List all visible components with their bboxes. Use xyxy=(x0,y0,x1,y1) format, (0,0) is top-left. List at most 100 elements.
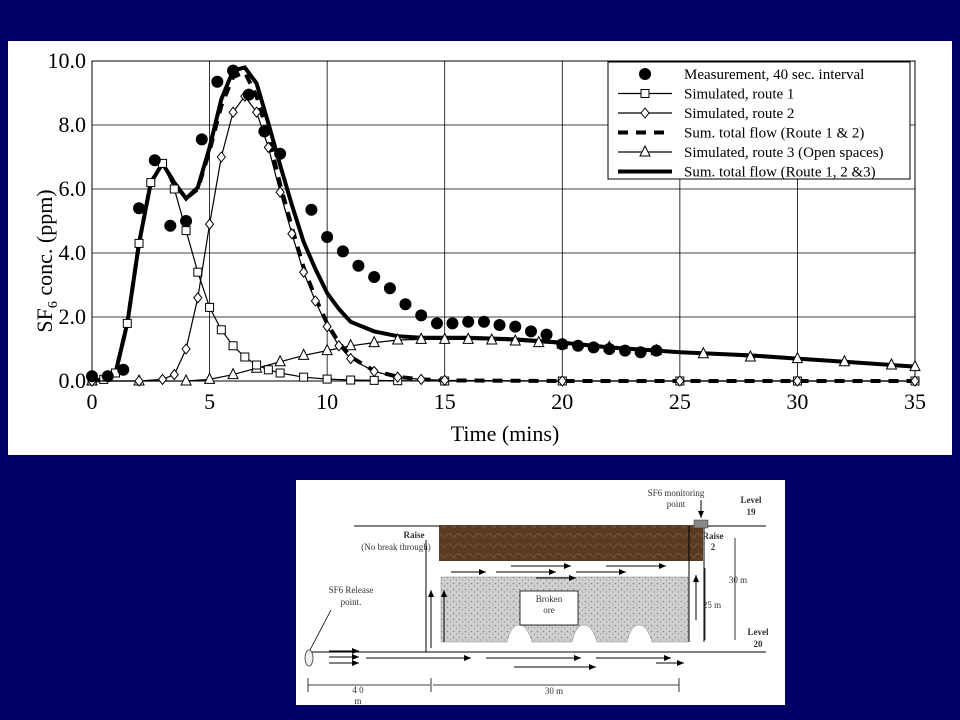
release-point-label-line2: point. xyxy=(341,597,362,607)
x-tick-label: 20 xyxy=(551,389,573,414)
measurement-point xyxy=(446,317,459,330)
route-2-point xyxy=(134,375,144,387)
measurement-point xyxy=(462,315,475,328)
measurement-point xyxy=(430,317,443,330)
route-1-point xyxy=(169,184,179,194)
route-2-point xyxy=(346,352,356,365)
legend-label: Sum. total flow (Route 1, 2 &3) xyxy=(684,165,876,181)
measurement-point xyxy=(477,315,490,328)
legend-item: Simulated, route 2 xyxy=(618,106,794,122)
route-2-point xyxy=(263,141,273,154)
route-2-point xyxy=(416,373,426,386)
route-3-point xyxy=(462,332,475,344)
route-2-point xyxy=(251,106,262,119)
dim-25m-label: 25 m xyxy=(703,600,721,610)
x-tick-label: 15 xyxy=(434,389,456,414)
y-tick-label: 10.0 xyxy=(48,48,87,73)
legend-label: Measurement, 40 sec. interval xyxy=(684,67,864,83)
route-3-point xyxy=(485,332,498,345)
measurement-point xyxy=(368,271,381,283)
measurement-point xyxy=(133,202,146,215)
measurement-point xyxy=(86,370,98,383)
route-2-point xyxy=(181,343,191,355)
route-2-point xyxy=(322,320,332,333)
measurement-point xyxy=(399,298,412,311)
broken-ore-label-line1: Broken xyxy=(536,594,563,604)
route-2-point xyxy=(228,106,238,119)
level-19-label-line1: Level xyxy=(741,495,762,505)
release-point-marker xyxy=(304,649,314,667)
route-3-point xyxy=(438,332,451,344)
route-2-point xyxy=(310,295,321,307)
route-2-point xyxy=(204,218,215,231)
monitoring-point-label-line2: point xyxy=(667,499,686,509)
route-1-point xyxy=(263,365,273,375)
broken-ore-label-line2: ore xyxy=(543,605,555,615)
measurement-point xyxy=(164,219,177,232)
route-3-point xyxy=(639,144,651,157)
measurement-point xyxy=(195,133,208,146)
legend-label: Simulated, route 1 xyxy=(684,87,794,103)
legend-item: Simulated, route 1 xyxy=(618,87,794,103)
raise-1-label-line1: Raise xyxy=(404,530,425,540)
measurement-point xyxy=(509,320,522,333)
route-1-point xyxy=(346,375,356,385)
route-2-point xyxy=(440,374,450,387)
route-3-point xyxy=(203,372,216,384)
x-tick-label: 0 xyxy=(87,389,98,414)
y-axis-label-pre: SF xyxy=(32,308,57,332)
legend-item: Measurement, 40 sec. interval xyxy=(639,67,864,83)
broken-ore-label-box xyxy=(519,590,579,626)
y-tick-label: 8.0 xyxy=(59,112,87,137)
measurement-point xyxy=(242,88,255,101)
x-tick-label: 30 xyxy=(786,389,808,414)
y-tick-label: 2.0 xyxy=(59,304,87,329)
dim-40m-label: 4 0 xyxy=(352,685,364,695)
measurement-point xyxy=(525,325,538,338)
route-3-point xyxy=(697,346,710,359)
route-1-point xyxy=(205,302,215,312)
measurement-point xyxy=(336,245,349,258)
measurement-point xyxy=(383,282,396,295)
dim-30m-right-label: 30 m xyxy=(729,575,747,585)
measurement-point xyxy=(101,370,114,383)
measurement-point xyxy=(274,147,287,160)
route-2-point xyxy=(640,107,650,119)
measurement-point xyxy=(634,346,647,359)
route-1-point xyxy=(275,368,285,378)
route-2-point xyxy=(792,375,803,387)
route-3-point xyxy=(344,338,357,351)
airflow-arrows xyxy=(329,563,699,670)
x-tick-label: 35 xyxy=(904,389,926,414)
sf6-concentration-chart: 0 5 10 15 20 25 30 35 0.0 2.0 4.0 6.0 8.0 10.0 Time (… xyxy=(32,48,926,446)
route-3-point xyxy=(274,354,286,367)
legend-box xyxy=(607,61,911,180)
measurement-point xyxy=(117,363,130,376)
monitoring-point-label-line1: SF6 monitoring xyxy=(648,488,705,498)
measurement-point xyxy=(493,319,506,331)
route-1-point xyxy=(146,178,156,188)
measurement-point xyxy=(211,75,224,88)
route-1-point xyxy=(193,267,203,277)
chart-panel: 0 5 10 15 20 25 30 35 0.0 2.0 4.0 6.0 8.0 10.0 Time (… xyxy=(8,41,952,455)
route-1-point xyxy=(240,352,250,362)
route-2-point xyxy=(369,365,379,378)
route-3-point xyxy=(227,367,239,380)
mine-layout-diagram: Broken ore Raise (No break through) Rais… xyxy=(304,488,769,705)
route-1-point xyxy=(640,89,650,98)
measurement-point xyxy=(619,344,632,357)
y-axis-label-post: conc. (ppm) xyxy=(32,189,57,301)
route-3-point xyxy=(321,343,333,356)
route-3-point xyxy=(909,359,921,372)
y-tick-label: 6.0 xyxy=(59,176,87,201)
legend: Measurement, 40 sec. interval Simulated, … xyxy=(607,61,911,181)
measurement-point xyxy=(227,64,240,77)
route-1-point xyxy=(134,238,144,248)
legend-swatch xyxy=(639,68,651,80)
measurement-point xyxy=(352,259,365,272)
legend-label: Simulated, route 2 xyxy=(684,106,794,122)
x-tick-label: 25 xyxy=(669,389,691,414)
route-2-point xyxy=(557,375,567,387)
route-1-point xyxy=(369,375,379,385)
dim-40m-unit: m xyxy=(354,696,361,705)
